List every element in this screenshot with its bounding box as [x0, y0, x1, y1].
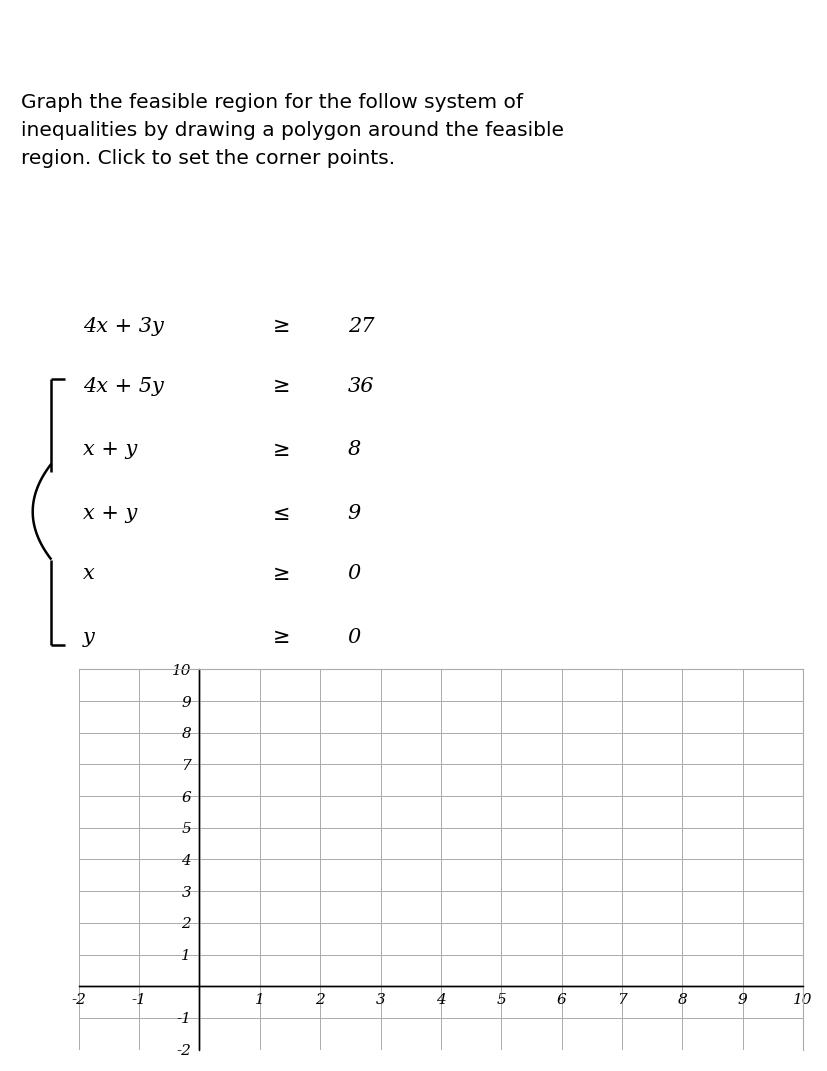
Text: x: x: [83, 564, 94, 583]
Text: 0: 0: [347, 628, 361, 647]
Text: Graph the feasible region for the follow system of
inequalities by drawing a pol: Graph the feasible region for the follow…: [21, 93, 563, 168]
Text: 8: 8: [347, 440, 361, 459]
Text: ≥: ≥: [272, 376, 290, 396]
Text: ≥: ≥: [272, 440, 290, 459]
Text: ≥: ≥: [272, 563, 290, 584]
Text: 4x + 5y: 4x + 5y: [83, 377, 164, 395]
Text: 27: 27: [347, 317, 374, 335]
Text: 0: 0: [347, 564, 361, 583]
Text: ≤: ≤: [272, 503, 290, 524]
Text: x + y: x + y: [83, 440, 137, 459]
Text: 4x + 3y: 4x + 3y: [83, 317, 164, 335]
Text: y: y: [83, 628, 94, 647]
Text: 36: 36: [347, 377, 374, 395]
Text: ≥: ≥: [272, 628, 290, 647]
Text: ≥: ≥: [272, 316, 290, 336]
Text: 9: 9: [347, 504, 361, 523]
Text: x + y: x + y: [83, 504, 137, 523]
